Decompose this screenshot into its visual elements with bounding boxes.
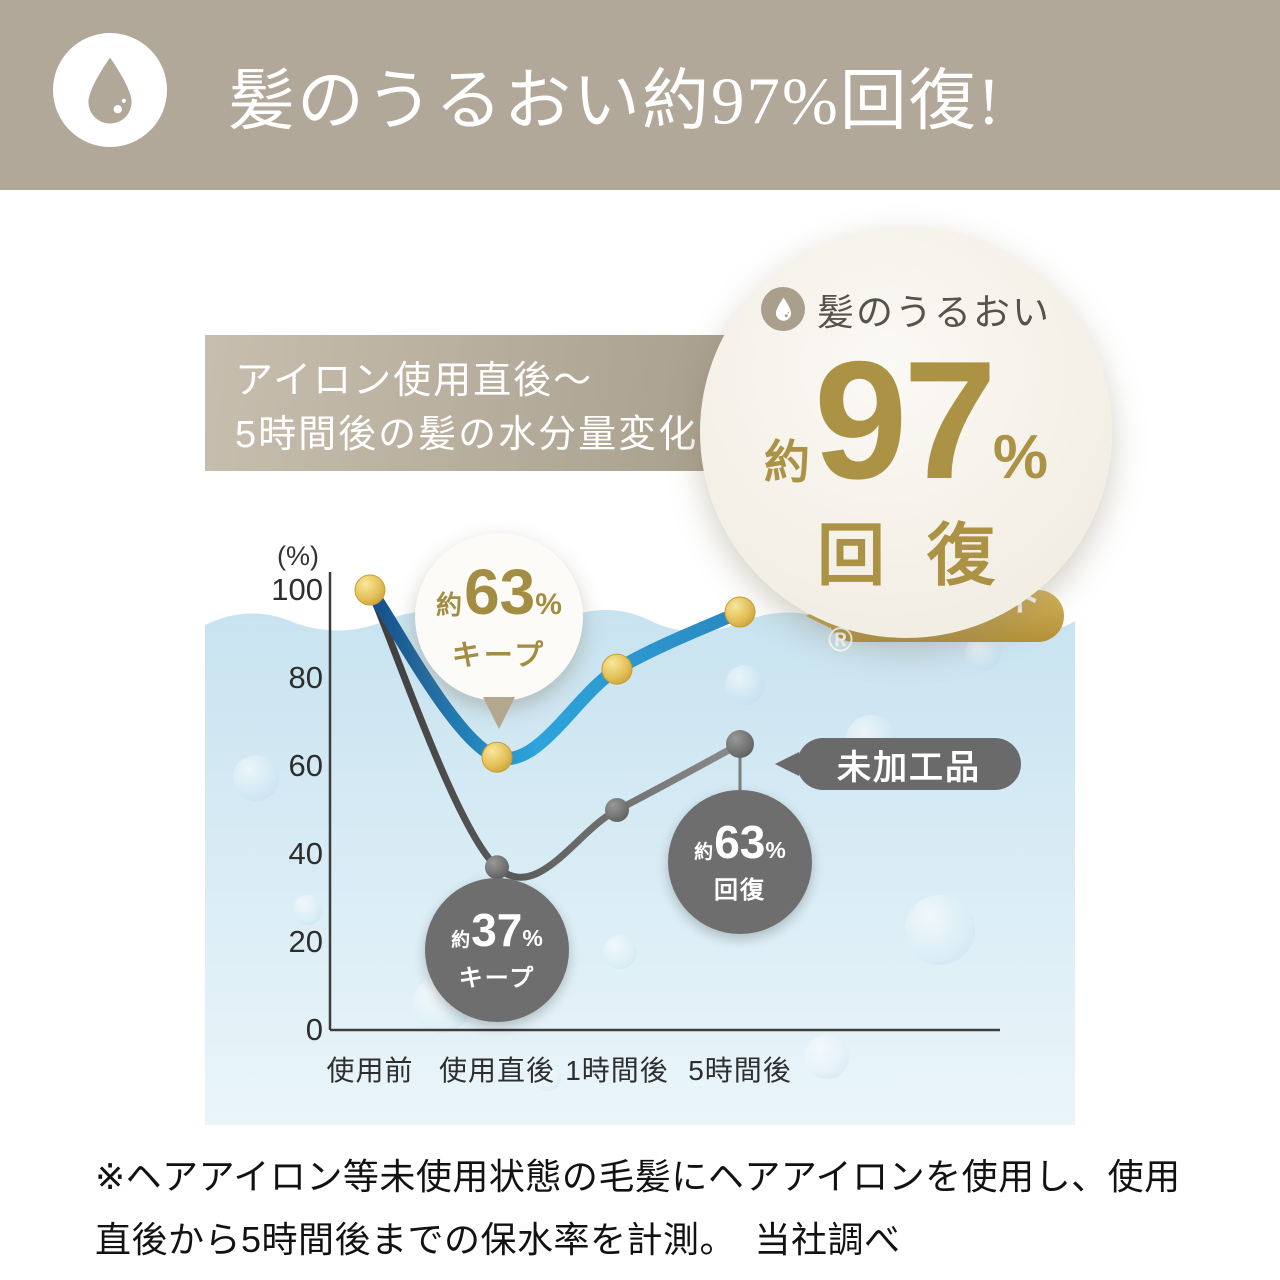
bubble-icon	[603, 935, 637, 969]
badge-header: 髪のうるおい	[761, 282, 1051, 336]
callout-unit: %	[765, 837, 786, 863]
page-title: 髪のうるおい約97%回復!	[228, 64, 1003, 139]
footnote: ※ヘアアイロン等未使用状態の毛髪にヘアアイロンを使用し、使用直後から5時間後まで…	[95, 1156, 1181, 1260]
callout-value-line: 約 63%	[694, 819, 786, 865]
callout-unit: %	[522, 925, 543, 951]
series-label-untreated: 未加工品	[775, 738, 1021, 790]
chart-title-line2: 5時間後の髪の水分量変化	[235, 413, 699, 456]
keep-37-callout: 約 37% キープ	[425, 878, 569, 1022]
keep-63-callout: 約 63% キープ	[415, 533, 583, 729]
chart-title-line1: アイロン使用直後〜	[235, 360, 594, 402]
bubble-icon	[725, 665, 765, 705]
callout-suffix: 回復	[714, 877, 766, 904]
y-tick-label: 20	[288, 924, 323, 959]
water-drop-glyph	[775, 297, 791, 321]
bubble-icon	[233, 755, 279, 801]
chart-title: アイロン使用直後〜 5時間後の髪の水分量変化	[205, 335, 732, 471]
badge-unit: %	[992, 423, 1048, 492]
y-tick-label: 80	[288, 660, 323, 695]
water-drop-icon	[761, 287, 805, 331]
y-tick-label: 0	[305, 1012, 323, 1047]
badge-approx: 約	[763, 436, 810, 488]
callout-pointer-icon	[483, 697, 515, 729]
badge-value: 97	[813, 326, 997, 514]
moisture-97-badge: 髪のうるおい 約 97 % 回復	[700, 226, 1112, 638]
water-drop-icon	[53, 33, 167, 147]
x-category-label: 5時間後	[688, 1055, 792, 1086]
callout-value: 63	[714, 816, 766, 868]
bubble-icon	[293, 895, 323, 925]
callout-unit: %	[535, 588, 562, 621]
callout-approx: 約	[436, 590, 463, 620]
badge-label: 髪のうるおい	[817, 292, 1051, 333]
series-label-text: 未加工品	[837, 748, 981, 787]
callout-approx: 約	[694, 842, 714, 863]
callout-approx: 約	[451, 930, 471, 951]
bubble-icon	[805, 1035, 849, 1079]
x-category-label: 使用前	[326, 1055, 414, 1086]
recover-63-callout: 約 63% 回復	[668, 790, 812, 934]
callout-suffix: キープ	[451, 640, 547, 672]
bubble-icon	[535, 1065, 561, 1091]
badge-suffix: 回復	[816, 518, 1037, 595]
pointer-left-icon	[775, 752, 799, 776]
y-tick-label: 100	[271, 572, 323, 607]
bubble-icon	[905, 895, 975, 965]
water-drop-glyph	[88, 57, 132, 124]
water-background	[205, 609, 1075, 1125]
y-axis-unit-label: (%)	[277, 541, 319, 571]
callout-value-line: 約 37%	[451, 907, 543, 953]
y-tick-label: 60	[288, 748, 323, 783]
callout-value-line: 約 63%	[436, 560, 562, 624]
callout-value: 63	[464, 556, 536, 628]
badge-value-line: 約 97 %	[764, 326, 1048, 514]
callout-value: 37	[471, 904, 523, 956]
x-category-label: 1時間後	[565, 1055, 669, 1086]
callout-suffix: キープ	[458, 965, 536, 992]
header-banner: 髪のうるおい約97%回復!	[0, 0, 1280, 190]
x-category-label: 使用直後	[438, 1055, 555, 1086]
y-tick-label: 40	[288, 836, 323, 871]
